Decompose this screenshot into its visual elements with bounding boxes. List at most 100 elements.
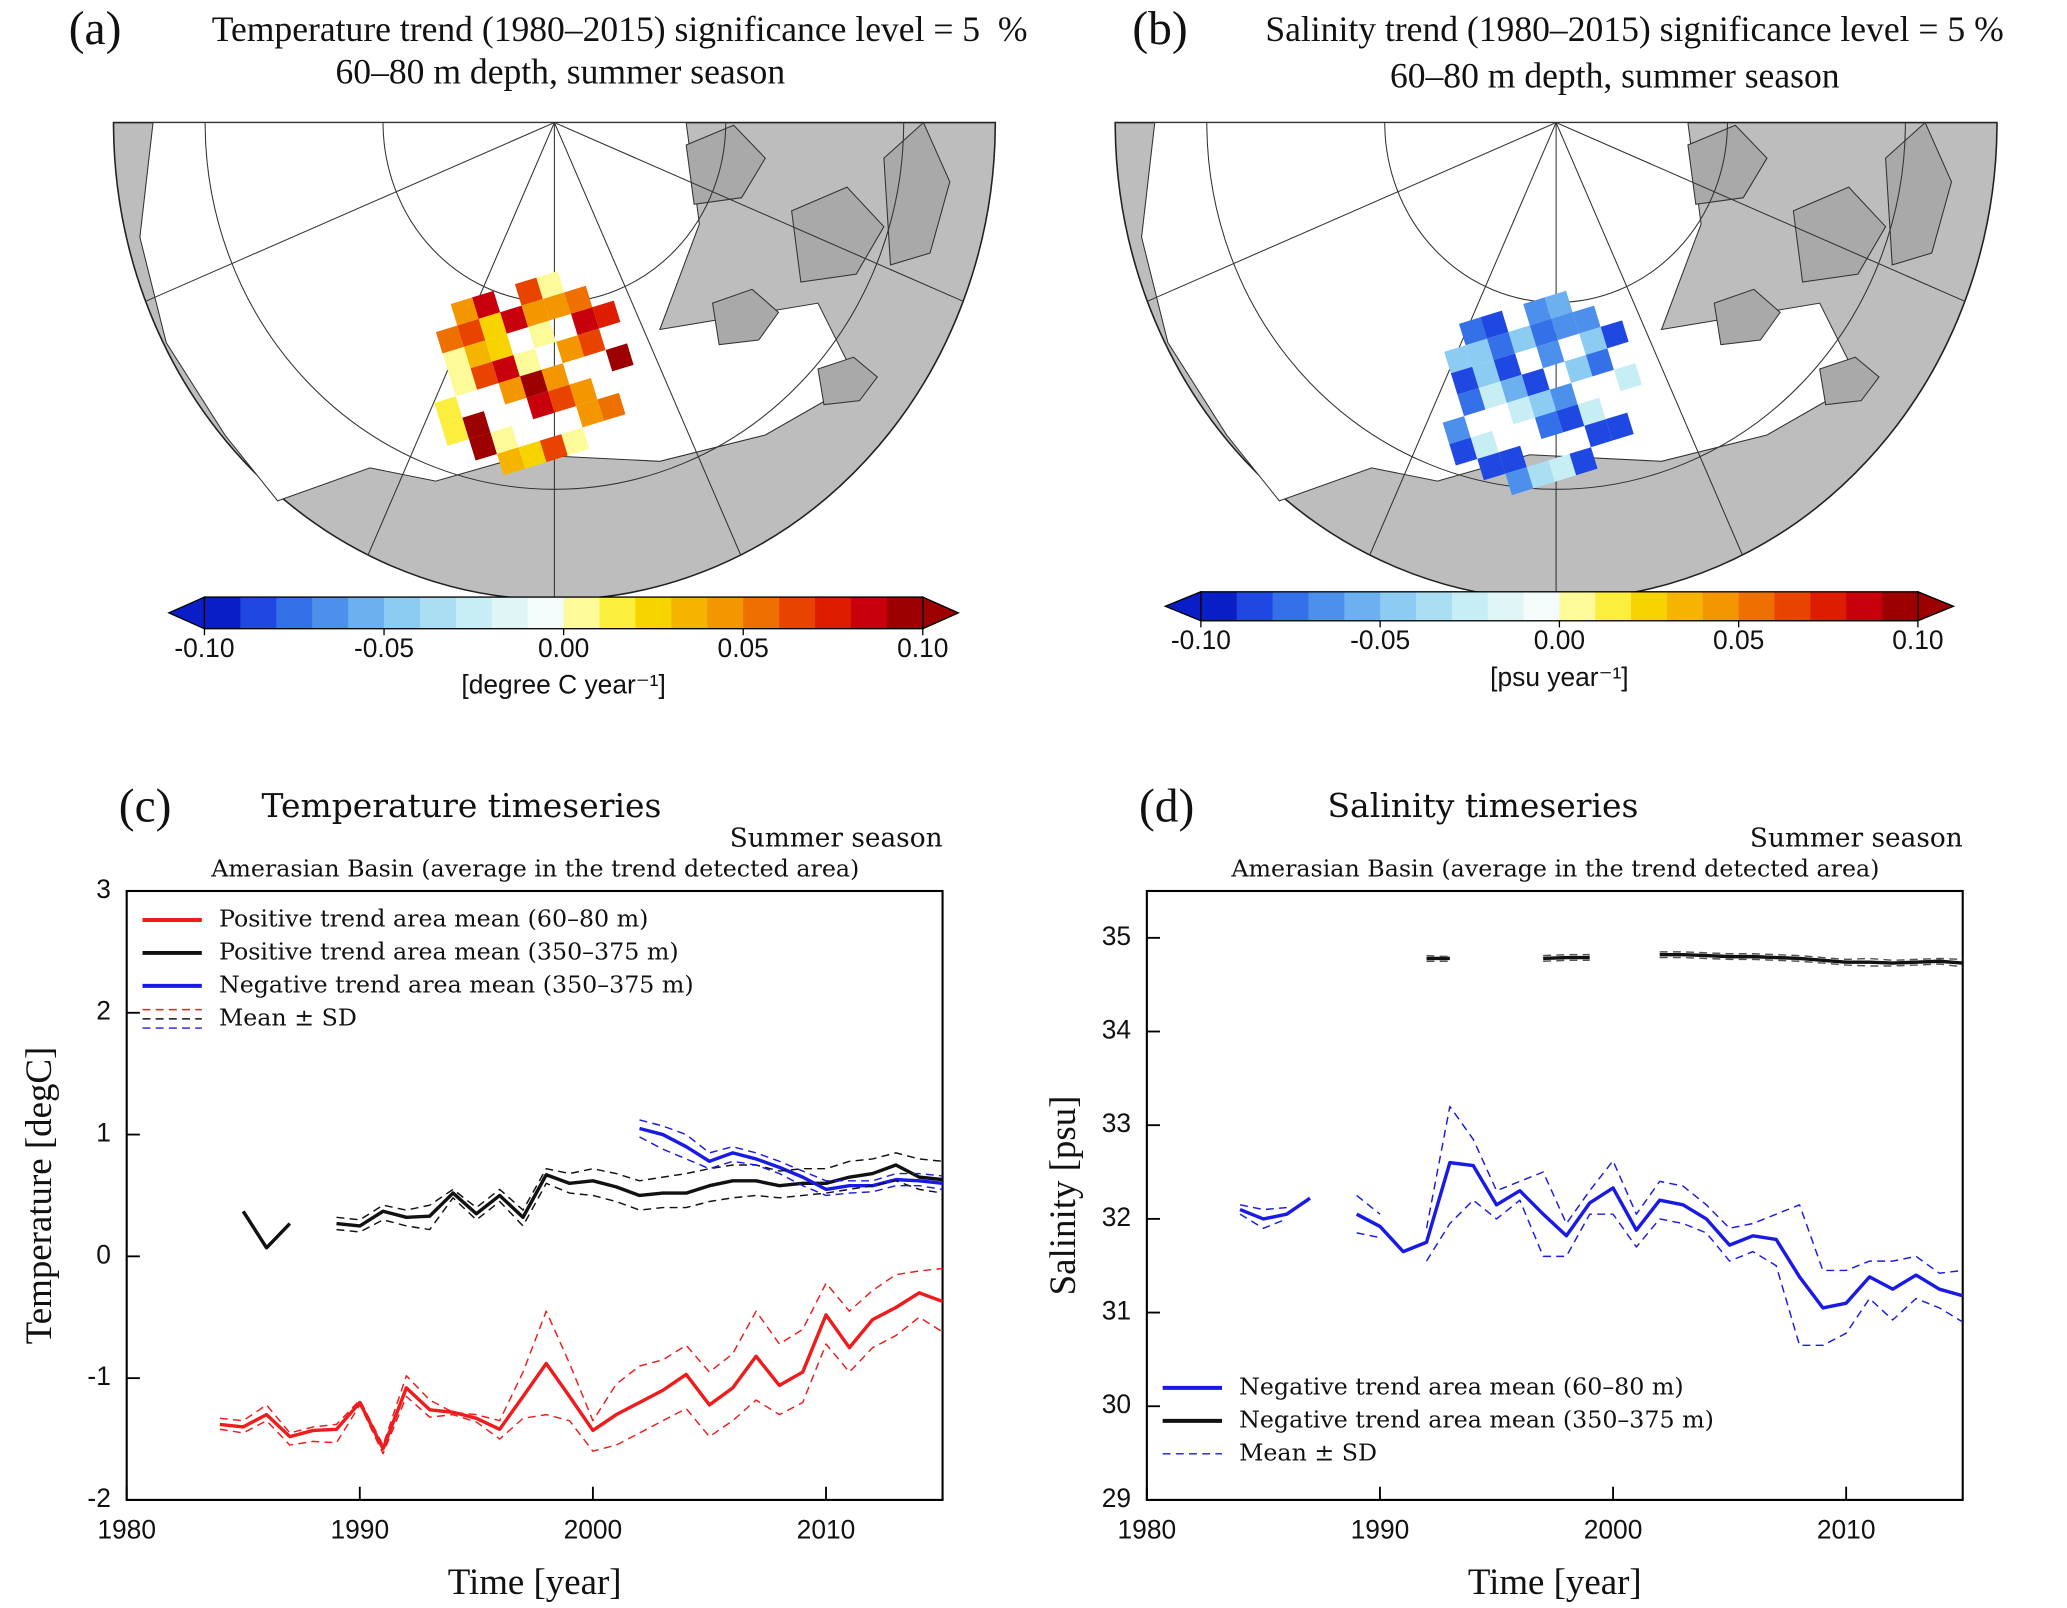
legend-label: Mean ± SD bbox=[1239, 1438, 1377, 1466]
trend-cell bbox=[548, 384, 577, 413]
trend-cell bbox=[1506, 396, 1535, 425]
plot-frame bbox=[125, 889, 944, 1501]
meridian bbox=[1147, 122, 1557, 302]
y-tick-label: 0 bbox=[96, 1239, 111, 1269]
colorbar-tick-label: -0.05 bbox=[354, 633, 414, 663]
trend-cell bbox=[1450, 366, 1479, 395]
colorbar-cell bbox=[276, 597, 313, 629]
x-tick-label: 2010 bbox=[797, 1515, 856, 1545]
colorbar-tick-label: 0.10 bbox=[897, 633, 948, 663]
colorbar-cell bbox=[599, 597, 636, 629]
map-subtitle: 60–80 m depth, summer season bbox=[336, 51, 786, 91]
trend-cell bbox=[539, 434, 568, 463]
y-tick-label: 30 bbox=[1102, 1389, 1131, 1419]
trend-cell bbox=[1613, 363, 1642, 392]
colorbar-cell bbox=[1380, 591, 1417, 621]
mean-line bbox=[241, 1163, 943, 1250]
panel-label: (b) bbox=[1132, 3, 1187, 55]
y-tick-label: 31 bbox=[1102, 1296, 1131, 1326]
trend-cell bbox=[1569, 447, 1598, 476]
trend-cell bbox=[528, 320, 557, 349]
trend-cell bbox=[469, 432, 498, 461]
colorbar-cell bbox=[240, 597, 277, 629]
trend-cell bbox=[1529, 318, 1558, 347]
y-axis-label: Salinity [psu] bbox=[1042, 1096, 1083, 1296]
trend-cell bbox=[1534, 411, 1563, 440]
colorbar-cell bbox=[1882, 591, 1919, 621]
sd-line bbox=[219, 1316, 943, 1455]
colorbar-cell bbox=[204, 597, 241, 629]
colorbar-cell bbox=[1415, 591, 1453, 621]
chart-subtitle: Amerasian Basin (average in the trend de… bbox=[210, 854, 859, 882]
legend-label: Negative trend area mean (60–80 m) bbox=[1239, 1372, 1684, 1400]
colorbar-extend-high bbox=[922, 596, 960, 630]
colorbar-cell bbox=[348, 597, 385, 629]
colorbar-cell bbox=[779, 597, 816, 629]
sd-line bbox=[1239, 1105, 1963, 1274]
legend-label: Mean ± SD bbox=[219, 1003, 357, 1031]
trend-cell bbox=[1508, 325, 1537, 354]
trend-cell bbox=[1600, 320, 1629, 349]
trend-cell bbox=[1493, 353, 1522, 382]
x-tick-label: 1990 bbox=[1351, 1515, 1410, 1545]
trend-cell bbox=[450, 297, 479, 326]
trend-cell bbox=[1505, 467, 1534, 496]
latitude-circle bbox=[204, 122, 905, 490]
map-title: Salinity trend (1980–2015) significance … bbox=[1265, 9, 2003, 49]
trend-cell bbox=[498, 376, 527, 405]
trend-cell bbox=[1549, 383, 1578, 412]
colorbar-cell bbox=[707, 597, 744, 629]
trend-cell bbox=[513, 348, 542, 377]
sd-line bbox=[1426, 951, 1963, 962]
trend-cell bbox=[1459, 317, 1487, 346]
colorbar-cell bbox=[1487, 591, 1524, 621]
colorbar-tick-label: 0.05 bbox=[718, 633, 769, 663]
chart-subtitle: Amerasian Basin (average in the trend de… bbox=[1230, 854, 1879, 882]
y-tick-label: -1 bbox=[87, 1361, 110, 1391]
trend-cell bbox=[462, 411, 491, 440]
colorbar-cell bbox=[1308, 591, 1345, 621]
trend-cell bbox=[1572, 305, 1601, 334]
trend-cell bbox=[1478, 381, 1507, 410]
trend-cell bbox=[541, 363, 570, 392]
colorbar-cell bbox=[1523, 591, 1560, 621]
y-tick-label: 35 bbox=[1102, 921, 1131, 951]
colorbar-cell bbox=[563, 597, 600, 629]
trend-cell bbox=[1470, 430, 1499, 459]
trend-cell bbox=[605, 343, 634, 372]
trend-cell bbox=[1579, 326, 1608, 355]
sd-line bbox=[639, 1136, 943, 1197]
chart-title: Salinity timeseries bbox=[1327, 786, 1638, 825]
colorbar-cell bbox=[1344, 591, 1381, 621]
sd-line bbox=[639, 1119, 943, 1182]
trend-cell bbox=[1548, 453, 1577, 482]
map-island bbox=[791, 186, 885, 283]
trend-cell bbox=[1465, 338, 1494, 367]
trend-cell bbox=[1551, 312, 1580, 341]
x-tick-label: 1980 bbox=[97, 1515, 156, 1545]
trend-cell bbox=[1577, 397, 1606, 426]
trend-cell bbox=[442, 346, 471, 375]
trend-cell bbox=[1605, 412, 1634, 441]
trend-cell bbox=[478, 312, 507, 341]
legend-label: Negative trend area mean (350–375 m) bbox=[219, 970, 694, 998]
colorbar-cell bbox=[527, 597, 565, 629]
trend-cell bbox=[597, 392, 626, 421]
map-island bbox=[711, 288, 780, 346]
colorbar-cell bbox=[1200, 591, 1238, 621]
colorbar-cell bbox=[850, 597, 888, 629]
colorbar-tick-label: -0.10 bbox=[1171, 625, 1231, 655]
colorbar-tick-label: 0.05 bbox=[1713, 625, 1764, 655]
colorbar-cell bbox=[1810, 591, 1847, 621]
colorbar-tick-label: 0.10 bbox=[1892, 625, 1943, 655]
sd-line bbox=[1239, 1199, 1964, 1347]
colorbar-cell bbox=[491, 597, 529, 629]
trend-cell bbox=[521, 299, 550, 328]
colorbar-cell bbox=[1738, 591, 1775, 621]
panel-label: (c) bbox=[119, 780, 172, 832]
sd-line bbox=[336, 1180, 943, 1233]
trend-cell bbox=[1584, 419, 1613, 448]
trend-cell bbox=[576, 399, 605, 428]
trend-cell bbox=[577, 328, 606, 357]
